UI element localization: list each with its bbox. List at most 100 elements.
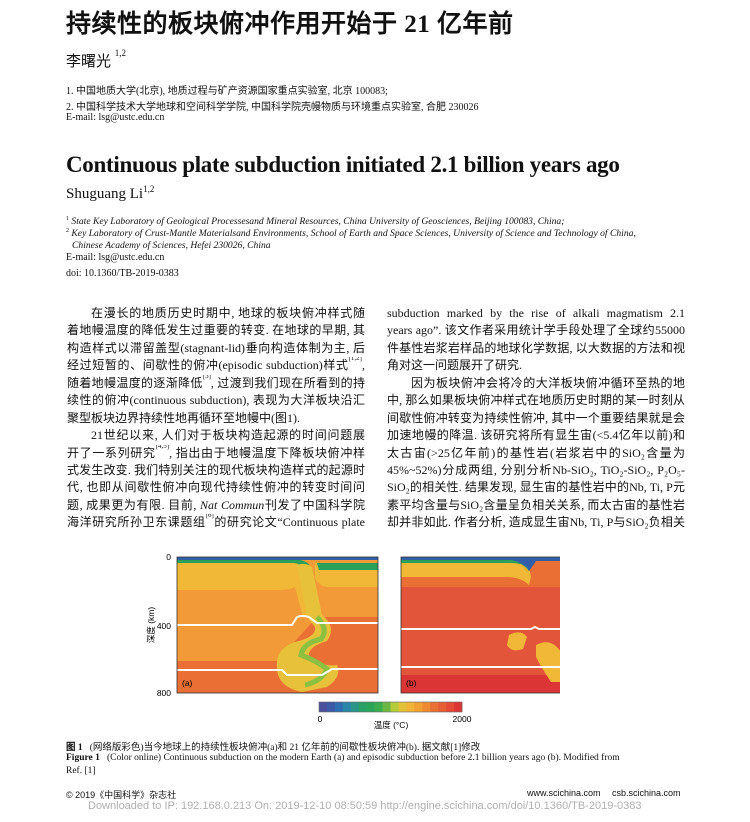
download-watermark: Downloaded to IP: 192.168.0.213 On: 2019… — [88, 800, 642, 812]
affiliation-text: State Key Laboratory of Geological Proce… — [71, 216, 565, 227]
body-line: 经过短暂的、间歇性的俯冲(episodic subduction)样式[1,2]… — [67, 357, 365, 374]
body-line: 中, 那么如果板块俯冲样式在地质历史时期的某一时刻从 — [387, 393, 685, 408]
citation[interactable]: [6] — [205, 514, 214, 520]
en-author-sup: 1,2 — [143, 184, 155, 194]
colorbar-segment — [390, 702, 399, 712]
body-line: 式发生改变. 我们特别关注的现代板块构造样式的起源时 — [67, 462, 365, 477]
body-line: 角对这一问题展开了研究. — [387, 358, 523, 373]
body-line: 构造样式以滞留盖型(stagnant-lid)垂向构造体制为主, 后 — [67, 340, 365, 355]
body-line: subduction marked by the rise of alkali … — [387, 306, 685, 320]
caption-en: Figure 1 (Color online) Continuous subdu… — [66, 753, 620, 763]
y-tick-0: 0 — [166, 552, 171, 562]
body-line: 21世纪以来, 人们对于板块构造起源的时间问题展 — [91, 428, 365, 443]
caption-en-cont: Ref. [1] — [66, 766, 96, 776]
zh-author: 李曙光 1,2 — [66, 48, 127, 71]
zh-author-name: 李曙光 — [66, 54, 112, 70]
zh-email[interactable]: E-mail: lsg@ustc.edu.cn — [66, 112, 165, 123]
body-line: 件基性岩浆岩样品的地球化学数据, 以大数据的方法和视 — [387, 340, 685, 355]
affiliation-text: Key Laboratory of Crust-Mantle Materials… — [71, 228, 636, 239]
body-line: 题, 成果更为有限. 目前, Nat Commun刊发了中国科学院 — [67, 497, 365, 512]
colorbar-segment — [430, 702, 439, 712]
lithosphere-b — [401, 560, 531, 585]
citation[interactable]: [1,2] — [348, 357, 362, 363]
caption-en-text: (Color online) Continuous subduction on … — [107, 753, 620, 763]
zh-author-sup: 1,2 — [114, 48, 127, 58]
caption-zh-text: (网络版彩色)当今地球上的持续性板块俯冲(a)和 21 亿年前的间歇性板块俯冲(… — [89, 743, 481, 753]
body-line: 在漫长的地质历史时期中, 地球的板块俯冲样式随 — [91, 306, 365, 320]
zh-affiliation-2: 2. 中国科学技术大学地球和空间科学学院, 中国科学院壳幔物质与环境重点实验室,… — [66, 102, 479, 113]
transition-660 — [177, 668, 378, 676]
citation[interactable]: [3] — [202, 374, 211, 380]
slab-b — [401, 560, 529, 571]
body-line: 续性的俯冲(continuous subduction), 表现为大洋板块沿汇 — [67, 393, 365, 408]
colorbar-segment — [438, 702, 447, 712]
colorbar-segment — [326, 702, 336, 712]
zh-title: 持续性的板块俯冲作用开始于 21 亿年前 — [66, 11, 514, 38]
colorbar-segment — [446, 702, 455, 712]
figure-1: 0 400 800 深度 (km) (a) (b) 0 2000 温度 (°C) — [146, 552, 560, 730]
colorbar-segment — [342, 702, 352, 712]
colorbar-max: 2000 — [453, 714, 472, 724]
zh-affiliation-1: 1. 中国地质大学(北京), 地质过程与矿产资源国家重点实验室, 北京 1000… — [66, 86, 388, 97]
colorbar-segment — [366, 702, 375, 712]
deep-mantle — [401, 675, 560, 693]
panel-a-label: (a) — [182, 678, 193, 688]
en-affiliation-2-cont: Chinese Academy of Sciences, Hefei 23002… — [72, 240, 271, 251]
body-line: 素平均含量与SiO₂含量呈负相关关系, 而太古宙的基性岩 — [387, 497, 685, 512]
panel-a: (a) — [176, 556, 379, 694]
body-line: 聚型板块边界持续性地再循环至地幔中(图1). — [67, 410, 300, 425]
colorbar — [318, 701, 463, 713]
body-line: 随着地幔温度的逐渐降低[3], 过渡到我们现在所看到的持 — [67, 375, 365, 392]
colorbar-segment — [406, 702, 415, 712]
site-link-1[interactable]: www.scichina.com — [527, 788, 601, 798]
colorbar-segment — [350, 702, 360, 712]
caption-zh: 图 1 (网络版彩色)当今地球上的持续性板块俯冲(a)和 21 亿年前的间歇性板… — [66, 739, 480, 753]
site-link-2[interactable]: csb.scichina.com — [612, 788, 681, 798]
panel-b: (b) — [400, 556, 560, 694]
slab-folded — [276, 563, 339, 692]
colorbar-segment — [334, 702, 344, 712]
surface-cold-b — [401, 557, 560, 571]
affiliation-sup: 1 — [66, 216, 69, 222]
caption-en-label: Figure 1 — [66, 753, 100, 763]
colorbar-segment — [358, 702, 367, 712]
en-author-name: Shuguang Li — [66, 186, 144, 202]
body-line: years ago”. 该文作者采用统计学手段处理了全球约55000 — [387, 323, 685, 338]
y-tick-400: 400 — [157, 621, 171, 631]
en-email[interactable]: E-mail: lsg@ustc.edu.cn — [66, 252, 165, 263]
body-right-column: subduction marked by the rise of alkali … — [387, 305, 685, 532]
body-line: 却并非如此. 作者分析, 造成显生宙Nb, Ti, P与SiO₂负相关 — [387, 515, 685, 530]
colorbar-segment — [382, 702, 391, 712]
body-left-column: 在漫长的地质历史时期中, 地球的板块俯冲样式随 着地幔温度的降低发生过重要的转变.… — [67, 305, 365, 532]
body-line: 间歇性俯冲转变为持续性俯冲, 其中一个重要结果就是会 — [387, 410, 685, 425]
citation[interactable]: [4,5] — [155, 444, 170, 450]
lithosphere-a — [177, 560, 317, 617]
colorbar-label: 温度 (°C) — [374, 720, 409, 730]
colorbar-segment — [398, 702, 407, 712]
body-line: 代, 也即从间歇性俯冲向现代持续性俯冲的转变时间问 — [67, 480, 365, 495]
en-affiliation-2: 2 Key Laboratory of Crust-Mantle Materia… — [66, 228, 636, 239]
colorbar-segment — [414, 702, 423, 712]
surface-cold — [177, 557, 378, 560]
body-line: 太古宙(>25亿年前)的基性岩(岩浆岩中的SiO₂含量为 — [387, 445, 685, 460]
body-line: 因为板块俯冲会将冷的大洋板块俯冲循环至热的地幔 — [411, 375, 685, 390]
doi[interactable]: doi: 10.1360/TB-2019-0383 — [66, 268, 179, 279]
en-affiliation-1: 1 State Key Laboratory of Geological Pro… — [66, 216, 564, 227]
transition-410 — [177, 615, 378, 626]
colorbar-segment — [454, 702, 463, 712]
body-line: 加速地幔的降温. 该研究将所有显生宙(<5.4亿年以前)和 — [387, 428, 685, 443]
copyright: © 2019《中国科学》杂志社 — [66, 790, 177, 800]
body-line: 开了一系列研究[4,5], 指出由于地幔温度下降板块俯冲样 — [67, 445, 365, 462]
affiliation-sup: 2 — [66, 228, 69, 234]
body-line: SiO₂的相关性. 结果发现, 显生宙的基性岩中的Nb, Ti, P元 — [387, 480, 685, 495]
y-tick-800: 800 — [157, 688, 171, 698]
slab-top — [317, 563, 378, 570]
colorbar-segment — [319, 702, 328, 712]
colorbar-segment — [374, 702, 383, 712]
slab-fragments — [507, 632, 560, 682]
colorbar-segment — [422, 702, 431, 712]
y-axis-label: 深度 (km) — [146, 607, 156, 644]
colorbar-min: 0 — [318, 714, 323, 724]
en-title: Continuous plate subduction initiated 2.… — [66, 152, 620, 177]
caption-zh-label: 图 1 — [66, 743, 83, 753]
